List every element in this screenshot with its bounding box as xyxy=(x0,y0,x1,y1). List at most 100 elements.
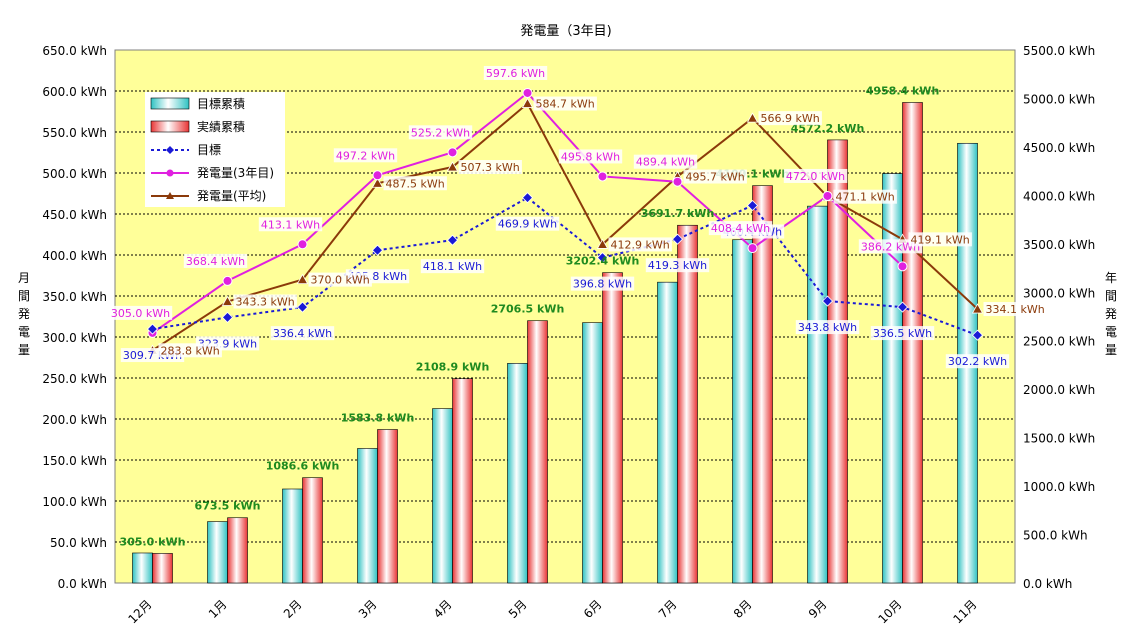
data-label-bg xyxy=(270,326,335,341)
data-label-bg xyxy=(458,160,522,175)
right-tick-label: 3000.0 kWh xyxy=(1023,286,1095,300)
legend-swatch-target-cumulative xyxy=(150,97,190,110)
marker-year3 xyxy=(522,87,533,98)
bar-target-cumulative xyxy=(432,408,453,584)
right-axis-label-char: 発 xyxy=(1105,307,1117,321)
left-axis-label-char: 量 xyxy=(18,343,30,357)
data-label-bg xyxy=(408,125,473,140)
right-axis-label-char: 年 xyxy=(1105,271,1117,285)
right-tick-label: 5000.0 kWh xyxy=(1023,92,1095,106)
year3-value-label: 305.0 kWh xyxy=(111,307,170,320)
data-label-bg xyxy=(783,168,848,183)
average-value-label: 412.9 kWh xyxy=(611,238,670,251)
data-label-bg xyxy=(495,216,560,231)
marker-target xyxy=(146,323,159,335)
marker-year3 xyxy=(597,171,608,182)
bar-actual-cumulative xyxy=(302,477,323,584)
data-label-bg xyxy=(945,354,1010,369)
marker-average xyxy=(746,112,759,123)
legend-swatch-actual-cumulative xyxy=(150,120,190,133)
bar-value-label: 3691.7 kWh xyxy=(641,207,715,220)
data-label-bg xyxy=(858,239,923,254)
data-label-bg xyxy=(608,237,672,252)
average-value-label: 419.1 kWh xyxy=(911,233,970,246)
line-series xyxy=(146,87,984,355)
marker-target xyxy=(221,311,234,323)
bar-actual-cumulative xyxy=(902,102,923,584)
target-value-label: 336.4 kWh xyxy=(273,327,332,340)
data-label-bg xyxy=(908,232,972,247)
x-tick-label: 3月 xyxy=(356,597,380,621)
bar-target-cumulative xyxy=(507,363,528,584)
marker-average xyxy=(971,303,984,314)
bar-target-cumulative xyxy=(807,205,828,584)
marker-target xyxy=(821,295,834,307)
right-tick-label: 3500.0 kWh xyxy=(1023,238,1095,252)
legend-marker-year3 xyxy=(166,169,174,177)
data-label-bg xyxy=(558,149,623,164)
bar-target-cumulative xyxy=(582,322,603,584)
x-tick-label: 8月 xyxy=(731,597,755,621)
data-label-bg xyxy=(383,176,447,191)
x-tick-label: 12月 xyxy=(125,597,154,626)
marker-year3 xyxy=(822,190,833,201)
marker-year3 xyxy=(297,239,308,250)
right-axis-ticks: 0.0 kWh 500.0 kWh 1000.0 kWh 1500.0 kWh 2000… xyxy=(1023,44,1095,591)
right-tick-label: 500.0 kWh xyxy=(1023,529,1088,543)
x-tick-label: 5月 xyxy=(506,597,530,621)
bar-actual-cumulative xyxy=(602,272,623,584)
bar-value-label: 2108.9 kWh xyxy=(416,361,490,374)
bar-target-cumulative xyxy=(207,521,228,584)
bar-value-label: 1086.6 kWh xyxy=(266,460,340,473)
year3-value-label: 597.6 kWh xyxy=(486,67,545,80)
x-tick-label: 2月 xyxy=(281,597,305,621)
average-value-label: 495.7 kWh xyxy=(686,171,745,184)
bar-value-label: 673.5 kWh xyxy=(195,500,261,513)
data-label-bg xyxy=(308,272,372,287)
legend-label: 目標 xyxy=(197,143,221,157)
legend-label: 目標累積 xyxy=(197,96,245,111)
year3-value-label: 497.2 kWh xyxy=(336,149,395,162)
average-value-label: 566.9 kWh xyxy=(761,112,820,125)
left-axis-label-char: 月 xyxy=(18,271,30,285)
bar-actual-cumulative xyxy=(152,553,173,584)
target-value-label: 418.1 kWh xyxy=(423,260,482,273)
data-label-bg xyxy=(833,189,897,204)
data-label-bg xyxy=(633,154,698,169)
left-tick-label: 350.0 kWh xyxy=(42,290,107,304)
data-label-bg xyxy=(645,258,710,273)
marker-average xyxy=(446,161,459,172)
marker-average xyxy=(296,273,309,285)
bar-value-label: 4958.4 kWh xyxy=(866,84,940,97)
bar-series xyxy=(132,102,978,584)
legend-label: 実績累積 xyxy=(197,119,245,134)
data-label-bg xyxy=(708,221,773,236)
bar-value-label: 2706.5 kWh xyxy=(491,303,565,316)
bar-target-cumulative xyxy=(732,239,753,584)
bar-actual-cumulative xyxy=(752,185,773,584)
marker-target xyxy=(521,192,534,204)
bar-target-cumulative xyxy=(882,173,903,584)
marker-target xyxy=(746,199,759,212)
right-tick-label: 1500.0 kWh xyxy=(1023,432,1095,446)
right-axis-label-char: 量 xyxy=(1105,343,1117,357)
marker-year3 xyxy=(747,243,758,254)
bar-value-label: 1583.8 kWh xyxy=(341,412,415,425)
left-tick-label: 150.0 kWh xyxy=(42,454,107,468)
data-label-bg xyxy=(683,169,747,184)
year3-value-label: 472.0 kWh xyxy=(786,170,845,183)
marker-target xyxy=(596,252,609,264)
average-value-label: 370.0 kWh xyxy=(311,274,370,287)
data-label-bg xyxy=(570,276,635,291)
data-label-bg xyxy=(158,343,222,358)
line-average xyxy=(151,101,979,352)
marker-target xyxy=(296,301,309,313)
bar-value-label: 305.0 kWh xyxy=(120,535,186,548)
data-label-bg xyxy=(483,65,548,80)
data-label-bg xyxy=(333,148,398,163)
bar-target-cumulative xyxy=(357,448,378,584)
bar-actual-cumulative xyxy=(527,320,548,584)
data-label-bg xyxy=(183,253,248,268)
right-tick-label: 4500.0 kWh xyxy=(1023,141,1095,155)
